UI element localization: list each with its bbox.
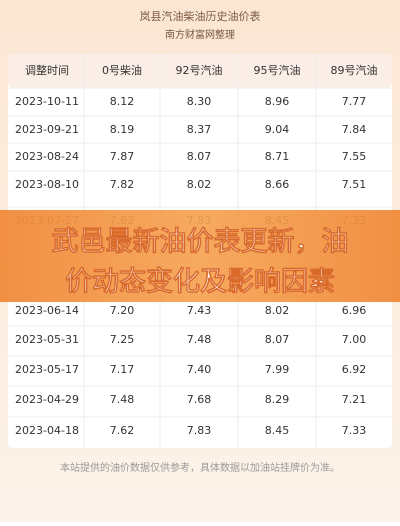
table: 调整时间 0号柴油 92号汽油 95号汽油 89号汽油 2023-10-11 8.12 8.3… — [8, 54, 392, 448]
cell: 2023-08-24 — [15, 150, 79, 163]
cell: 8.02 — [187, 178, 212, 191]
cell: 7.48 — [187, 333, 212, 346]
cell: 7.55 — [342, 150, 367, 163]
cell: 8.12 — [110, 95, 135, 108]
cell: 8.66 — [265, 178, 290, 191]
cell: 7.82 — [110, 178, 135, 191]
cell: 7.77 — [342, 95, 367, 108]
cell: 7.68 — [187, 393, 212, 406]
column-header: 0号柴油 — [102, 63, 142, 77]
cell: 7.21 — [342, 393, 367, 406]
column-header: 95号汽油 — [254, 63, 301, 77]
cell: 8.45 — [265, 424, 290, 437]
cell: 7.62 — [110, 424, 135, 437]
cell: 7.17 — [110, 363, 135, 376]
cell: 8.02 — [265, 304, 290, 317]
cell: 7.33 — [342, 424, 367, 437]
footer-note: 本站提供的油价数据仅供参考，具体数据以加油站挂牌价为准。 — [60, 461, 340, 474]
cell: 7.25 — [110, 333, 135, 346]
title: 岚县汽油柴油历史油价表 — [140, 9, 261, 23]
cell: 7.87 — [110, 150, 135, 163]
cell: 8.30 — [187, 95, 212, 108]
cell: 2023-04-29 — [15, 393, 79, 406]
cell: 8.19 — [110, 123, 135, 136]
cell: 7.43 — [187, 304, 212, 317]
cell: 6.96 — [342, 304, 367, 317]
cell: 2023-10-11 — [15, 95, 79, 108]
cell: 7.99 — [265, 363, 290, 376]
cell: 8.07 — [265, 333, 290, 346]
cell: 8.71 — [265, 150, 290, 163]
cell: 2023-05-31 — [15, 333, 79, 346]
subtitle: 南方财富网整理 — [165, 28, 235, 41]
cell: 7.83 — [187, 424, 212, 437]
column-header: 调整时间 — [25, 63, 69, 77]
cell: 2023-08-10 — [15, 178, 79, 191]
cell: 6.92 — [342, 363, 367, 376]
cell: 7.84 — [342, 123, 367, 136]
banner-line: 武邑最新油价表更新，油 — [52, 226, 349, 258]
cell: 8.29 — [265, 393, 290, 406]
cell: 2023-09-21 — [15, 123, 79, 136]
banner-line: 价动态变化及影响因素 — [65, 266, 335, 298]
cell: 2023-06-14 — [15, 304, 79, 317]
column-header: 92号汽油 — [176, 63, 223, 77]
cell: 7.00 — [342, 333, 367, 346]
banner-band — [0, 210, 400, 302]
cell: 8.07 — [187, 150, 212, 163]
cell: 7.20 — [110, 304, 135, 317]
cell: 2023-05-17 — [15, 363, 79, 376]
cell: 8.96 — [265, 95, 290, 108]
table-header-bg — [8, 54, 392, 88]
cell: 8.37 — [187, 123, 212, 136]
cell: 7.48 — [110, 393, 135, 406]
cell: 2023-04-18 — [15, 424, 79, 437]
column-header: 89号汽油 — [331, 63, 378, 77]
cell: 7.51 — [342, 178, 367, 191]
cell: 9.04 — [265, 123, 290, 136]
cell: 7.40 — [187, 363, 212, 376]
